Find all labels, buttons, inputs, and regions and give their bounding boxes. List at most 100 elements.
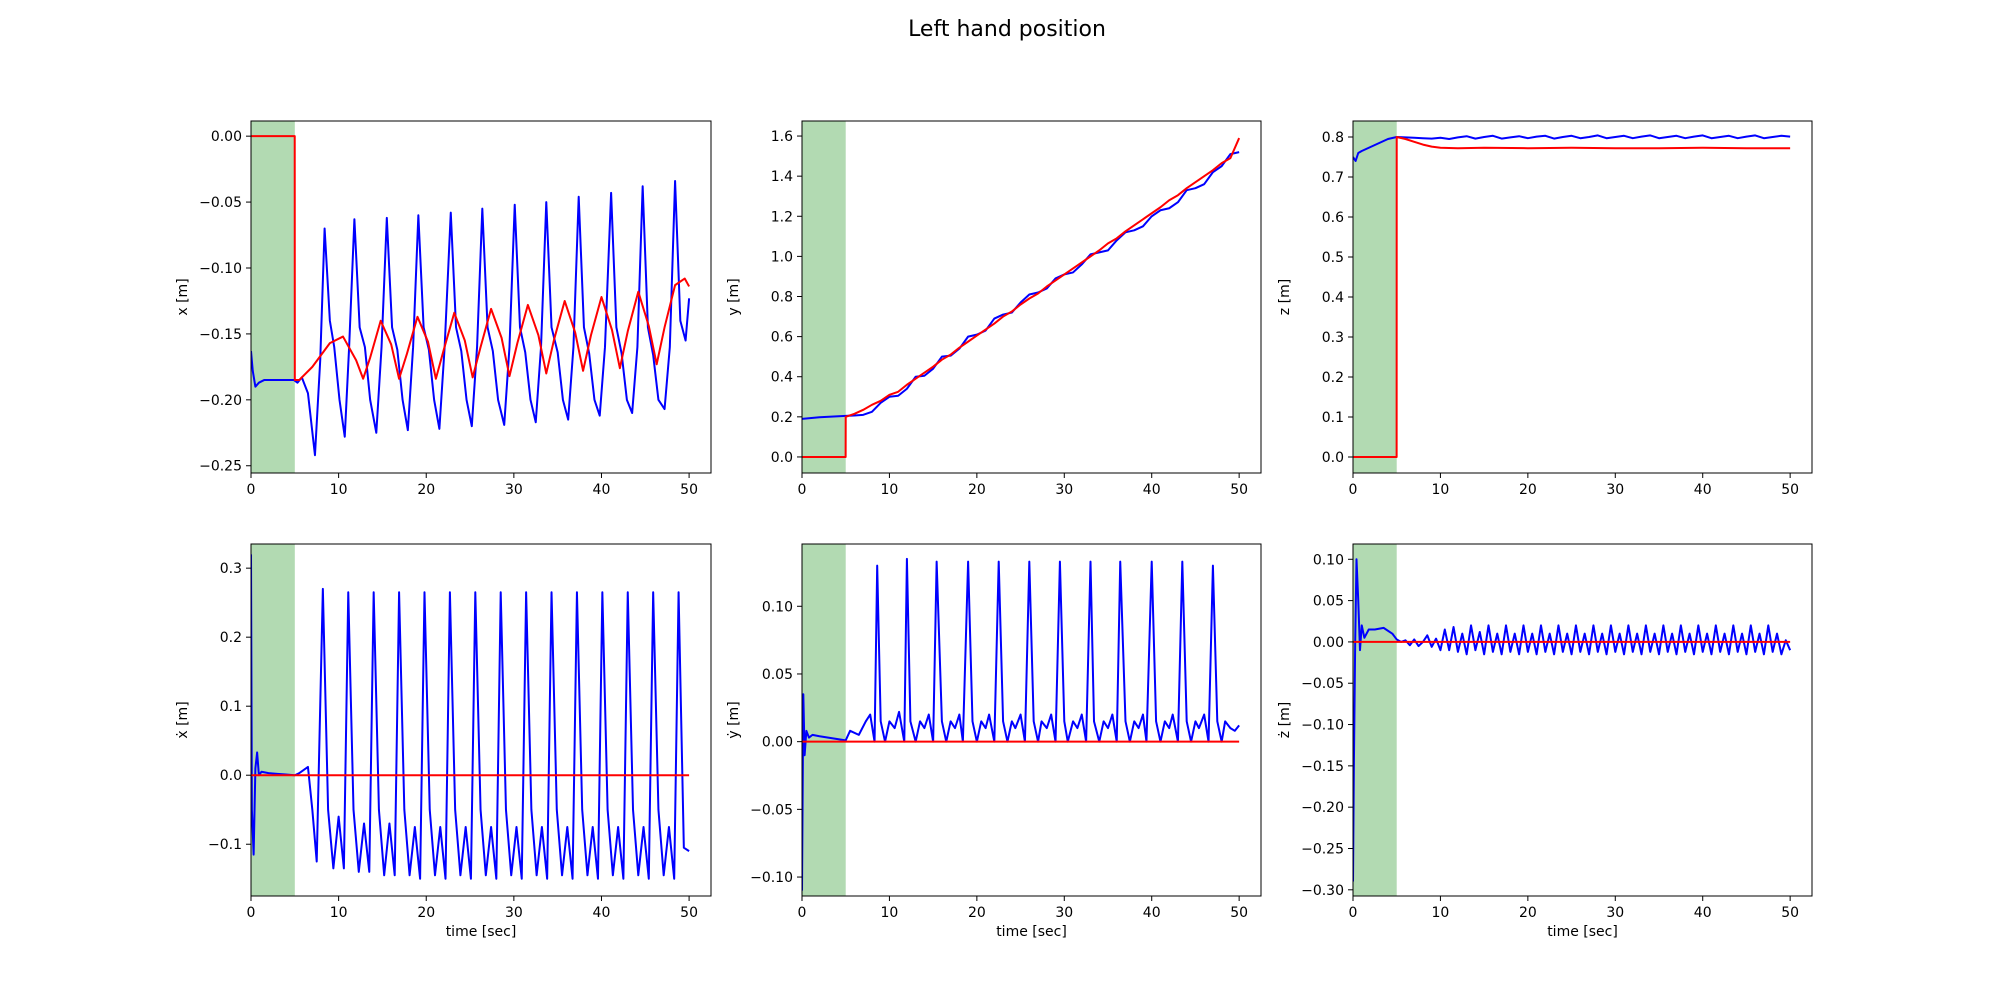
subplot-grid: 0 10 20 30 40 50−0.25−0.20−0.15−0.10−0.050.00… (175, 120, 1813, 940)
y-tick-label: 0.0 (1322, 450, 1344, 466)
series-line-reference (802, 137, 1241, 458)
y-tick-label: 0.1 (1322, 410, 1344, 426)
x-tick-label: 10 (330, 482, 348, 498)
x-tick-label: 0 (798, 905, 807, 921)
y-axis-label: z [m] (1277, 279, 1293, 315)
y-tick-label: 0.6 (1322, 210, 1344, 226)
x-tick-label: 10 (1432, 482, 1450, 498)
x-tick-label: 20 (968, 482, 986, 498)
subplot-1: 0 10 20 30 40 50 −0.25 −0.20 −0.15 −0.10 −0.05 0.00… (175, 120, 712, 498)
shaded-region (802, 544, 846, 896)
subplot-2: 0 10 20 30 40 50 0.0 0.2 0.4 0.6 0.8 1.0 1.2 1.4 1.6 y … (726, 120, 1262, 498)
axes-frame (250, 120, 712, 474)
x-tick-label: 30 (1606, 905, 1624, 921)
x-tick-label: 30 (1055, 905, 1073, 921)
y-axis-label: y [m] (726, 278, 742, 315)
y-tick-label: 0.4 (771, 370, 793, 386)
y-tick-label: 1.2 (771, 209, 793, 225)
x-tick-label: 20 (417, 905, 435, 921)
axes-frame (1352, 543, 1813, 897)
axes-frame (250, 543, 712, 897)
y-tick-label: −0.20 (199, 393, 242, 409)
subplot-4: 0 10 20 30 40 50 −0.1 0.0 0.1 0.2 0.3 ẋ [m] time [se… (175, 543, 712, 940)
x-tick-label: 0 (247, 482, 256, 498)
y-tick-label: 0.2 (220, 630, 242, 646)
y-tick-label: 1.4 (771, 169, 793, 185)
x-tick-label: 40 (593, 905, 611, 921)
shaded-region (1353, 544, 1397, 896)
x-tick-label: 20 (1519, 482, 1537, 498)
subplot-3: 0 10 20 30 40 50 0.0 0.1 0.2 0.3 0.4 0.5 0.6 0.7 0.8 z … (1277, 120, 1813, 498)
y-tick-label: −0.05 (1301, 676, 1344, 692)
subplot-5: 0 10 20 30 40 50 −0.10 −0.05 0.00 0.05 0.10 ẏ [m] ti… (726, 543, 1262, 940)
x-tick-label: 10 (1432, 905, 1450, 921)
x-tick-label: 40 (1143, 482, 1161, 498)
series-line-reference (251, 135, 690, 382)
x-tick-label: 20 (417, 482, 435, 498)
x-tick-label: 50 (1230, 482, 1248, 498)
y-tick-label: 0.0 (771, 450, 793, 466)
x-tick-label: 50 (1781, 482, 1799, 498)
y-tick-label: −0.15 (199, 327, 242, 343)
y-tick-label: 0.8 (771, 289, 793, 305)
x-axis-label: time [sec] (446, 924, 517, 940)
subplot-6: 0 10 20 30 40 50 −0.30 −0.25 −0.20 −0.15 −0.10 −0.0… (1277, 543, 1813, 940)
y-tick-label: −0.20 (1301, 800, 1344, 816)
y-tick-label: 0.7 (1322, 170, 1344, 186)
y-tick-label: 1.0 (771, 249, 793, 265)
x-tick-label: 0 (247, 905, 256, 921)
series-line-measured (251, 554, 690, 880)
x-tick-label: 40 (1143, 905, 1161, 921)
shaded-region (1353, 121, 1397, 473)
y-tick-label: 0.00 (1313, 635, 1344, 651)
axes-frame (801, 543, 1262, 897)
x-tick-label: 50 (1781, 905, 1799, 921)
x-axis-label: time [sec] (996, 924, 1067, 940)
y-axis-label: ẏ [m] (726, 701, 742, 738)
y-tick-label: 0.00 (211, 129, 242, 145)
series-line-measured (1353, 134, 1791, 162)
y-tick-label: 0.05 (762, 667, 793, 683)
x-tick-label: 30 (1606, 482, 1624, 498)
y-tick-label: 0.3 (220, 561, 242, 577)
shaded-region (251, 121, 295, 473)
figure-title: Left hand position (908, 17, 1106, 42)
x-tick-label: 10 (330, 905, 348, 921)
x-tick-label: 40 (1694, 905, 1712, 921)
y-axis-label: ż [m] (1277, 702, 1293, 738)
y-axis-label: x [m] (175, 278, 191, 315)
x-tick-label: 30 (1055, 482, 1073, 498)
y-tick-label: 0.05 (1313, 594, 1344, 610)
x-tick-label: 40 (593, 482, 611, 498)
y-tick-label: 0.0 (220, 768, 242, 784)
y-tick-label: 0.1 (220, 699, 242, 715)
y-tick-label: 0.2 (771, 410, 793, 426)
y-tick-label: −0.1 (208, 837, 242, 853)
x-tick-label: 50 (680, 905, 698, 921)
series-line-measured (802, 151, 1240, 420)
shaded-region (251, 544, 295, 896)
y-tick-label: 0.4 (1322, 290, 1344, 306)
x-tick-label: 10 (881, 482, 899, 498)
x-tick-label: 0 (1349, 482, 1358, 498)
y-tick-label: −0.05 (199, 195, 242, 211)
shaded-region (802, 121, 846, 473)
y-tick-label: 0.3 (1322, 330, 1344, 346)
x-tick-label: 10 (881, 905, 899, 921)
x-tick-label: 20 (1519, 905, 1537, 921)
y-tick-label: 0.00 (762, 735, 793, 751)
series-line-reference (1353, 136, 1791, 458)
x-tick-label: 20 (968, 905, 986, 921)
series-line-measured (251, 179, 691, 457)
y-tick-label: −0.10 (750, 870, 793, 886)
y-tick-label: −0.15 (1301, 759, 1344, 775)
x-tick-label: 50 (680, 482, 698, 498)
x-tick-label: 0 (798, 482, 807, 498)
series-line-measured (1353, 558, 1792, 882)
x-axis-label: time [sec] (1547, 924, 1618, 940)
axes-frame (801, 120, 1262, 474)
x-tick-label: 0 (1349, 905, 1358, 921)
y-tick-label: −0.10 (1301, 718, 1344, 734)
